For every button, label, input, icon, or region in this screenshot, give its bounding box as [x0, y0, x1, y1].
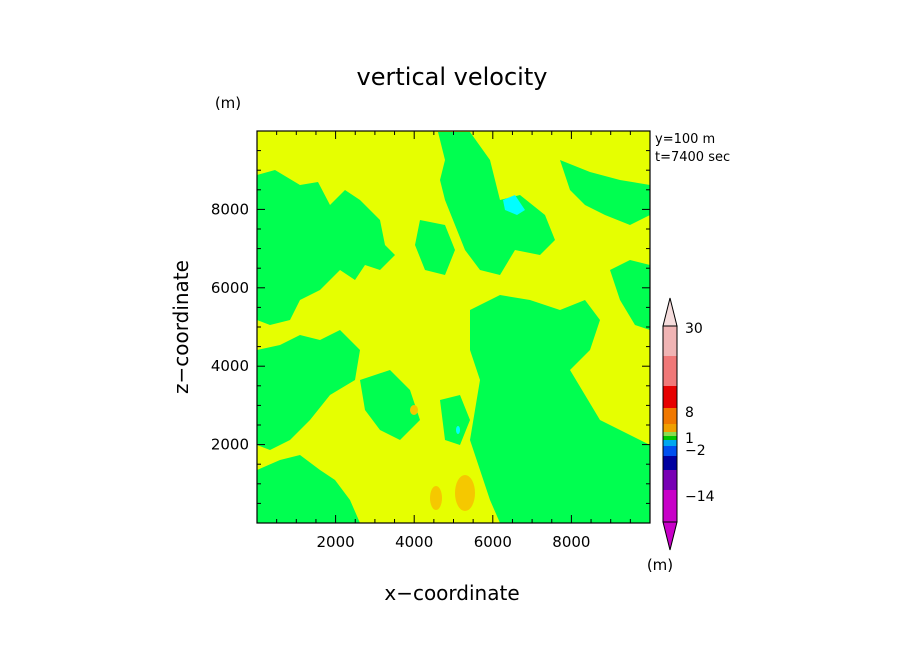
colorbar-segment [663, 456, 677, 470]
region-neg-top [438, 132, 555, 275]
updraft-core-3 [410, 405, 418, 415]
region-neg-left-upper [257, 170, 395, 325]
colorbar-segment [663, 386, 677, 408]
colorbar-segment [663, 490, 677, 522]
colorbar-segment [663, 356, 677, 386]
info-line-t: t=7400 sec [655, 150, 730, 165]
region-neg-right-mid [610, 260, 650, 330]
y-tick-label-6000: 6000 [211, 279, 249, 297]
velocity-field [256, 130, 651, 524]
colorbar-segment [663, 432, 677, 436]
x-tick-label-6000: 6000 [474, 533, 512, 551]
x-axis-label: x−coordinate [384, 581, 519, 605]
colorbar-frame [662, 325, 678, 523]
x-tick-label-2000: 2000 [317, 533, 355, 551]
colorbar-unit-label: (m) [647, 556, 673, 574]
y-tick-label-2000: 2000 [211, 436, 249, 454]
y-tick-label-4000: 4000 [211, 357, 249, 375]
downdraft-core-2 [456, 426, 460, 434]
region-neg-mid-right [470, 295, 650, 523]
y-unit-label: (m) [215, 94, 241, 112]
colorbar-segment [663, 440, 677, 446]
field-downdraft-cores [456, 195, 525, 434]
colorbar-tick-label: 30 [685, 321, 703, 337]
region-neg-center [415, 220, 455, 275]
colorbar-under-arrow [662, 521, 678, 551]
field-negative-regions [257, 132, 650, 523]
colorbar-segment [663, 424, 677, 432]
region-neg-center-low [360, 370, 420, 440]
colorbar: 30 8 1−2 −14 [662, 297, 715, 551]
region-neg-right-top [560, 160, 650, 225]
chart-title: vertical velocity [357, 63, 548, 91]
colorbar-over-arrow [662, 297, 678, 327]
colorbar-tick-label: 1 [685, 431, 694, 447]
region-neg-bottom-left [257, 455, 360, 523]
y-axis: 2000 4000 6000 8000 [211, 200, 650, 454]
colorbar-segment [663, 436, 677, 440]
colorbar-segment [663, 470, 677, 490]
field-positive-cores [410, 405, 475, 511]
colorbar-segment [663, 446, 677, 456]
y-axis-label: z−coordinate [169, 260, 193, 394]
downdraft-core-1 [503, 195, 525, 215]
colorbar-tick-label: 8 [685, 405, 694, 421]
region-neg-low-center [440, 395, 470, 445]
y-tick-label-8000: 8000 [211, 200, 249, 218]
updraft-core-1 [455, 475, 475, 511]
colorbar-tick-label: −14 [685, 489, 715, 505]
colorbar-segment [663, 326, 677, 356]
x-tick-label-8000: 8000 [552, 533, 590, 551]
region-neg-mid-left [257, 330, 360, 450]
minor-ticks [257, 131, 650, 523]
x-tick-label-4000: 4000 [395, 533, 433, 551]
colorbar-tick-label: −2 [685, 443, 706, 459]
updraft-core-2 [430, 486, 442, 510]
info-line-y: y=100 m [655, 132, 715, 147]
colorbar-segment [663, 408, 677, 424]
x-axis: 2000 4000 6000 8000 [317, 131, 590, 551]
